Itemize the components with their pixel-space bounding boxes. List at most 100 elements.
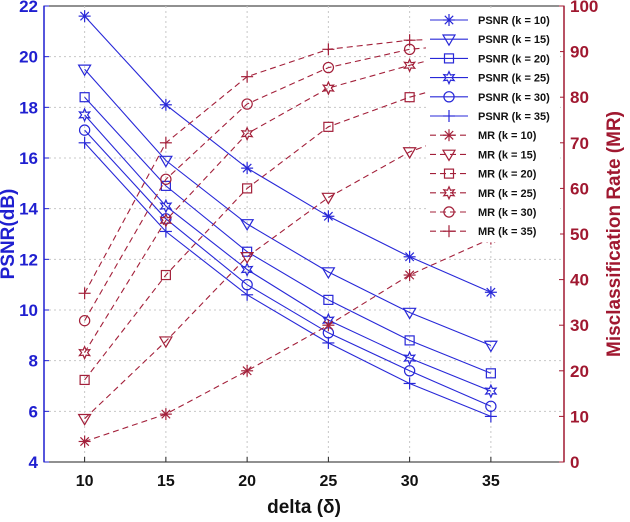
legend-item: PSNR (k = 30)	[430, 91, 550, 104]
data-point	[242, 183, 253, 194]
data-point	[403, 250, 416, 263]
y-tick-label-left: 6	[29, 402, 38, 421]
series-psnr-k-20-	[79, 92, 496, 379]
legend-item: MR (k = 25)	[430, 185, 537, 201]
data-point	[160, 269, 171, 281]
axes-layer: 4 6 8 10 12 14 16 18 20 22 0 10 20 30 40 50 60 70 80 90 100 1…	[19, 0, 598, 490]
legend-label: PSNR (k = 20)	[478, 53, 550, 65]
x-tick-label: 35	[482, 473, 500, 490]
x-axis-title: delta (δ)	[267, 497, 341, 518]
legend-item: MR (k = 10)	[430, 129, 537, 142]
x-tick-label: 10	[76, 473, 94, 490]
data-point	[241, 70, 254, 83]
y-tick-label-left: 14	[19, 200, 38, 219]
marker-square	[443, 168, 455, 179]
data-point	[484, 383, 498, 399]
y-tick-label-left: 12	[19, 250, 38, 269]
legend-label: MR (k = 20)	[478, 169, 537, 181]
data-point	[242, 246, 253, 257]
data-point	[158, 155, 173, 168]
y-tick-label-right: 100	[570, 0, 598, 16]
legend-item: PSNR (k = 25)	[430, 70, 550, 86]
series-line	[84, 73, 492, 381]
data-point	[404, 335, 415, 346]
series-mr-k-35-	[78, 31, 497, 300]
series-psnr-k-35-	[78, 136, 497, 423]
data-point	[403, 377, 416, 390]
data-point	[322, 319, 335, 332]
legend-box	[426, 8, 560, 243]
y-tick-label-right: 0	[570, 453, 579, 472]
data-point	[160, 173, 172, 185]
data-point	[77, 64, 92, 77]
y-tick-label-right: 80	[570, 88, 589, 107]
data-point	[403, 269, 416, 282]
marker-circle	[443, 91, 455, 103]
data-point	[321, 267, 336, 280]
legend-label: PSNR (k = 15)	[478, 34, 550, 46]
data-point	[78, 136, 91, 149]
y-tick-label-right: 30	[570, 316, 589, 335]
series-line	[84, 114, 492, 392]
legend-label: PSNR (k = 25)	[478, 73, 550, 85]
data-point	[78, 10, 91, 23]
data-point	[77, 413, 92, 426]
data-point	[79, 374, 90, 386]
data-point	[241, 162, 254, 175]
marker-circle	[443, 206, 455, 218]
data-point	[484, 410, 497, 423]
legend-item: MR (k = 20)	[430, 168, 537, 181]
legend: PSNR (k = 10) PSNR (k = 15) PSNR (k = 20) P…	[426, 8, 560, 243]
data-point	[321, 80, 335, 96]
series-psnr-k-15-	[77, 64, 498, 353]
series-line	[84, 96, 492, 374]
data-point	[402, 147, 417, 160]
data-point	[79, 92, 90, 103]
data-point	[322, 61, 335, 74]
series-mr-k-10-	[78, 232, 497, 448]
legend-label: MR (k = 15)	[478, 149, 537, 161]
data-point	[159, 198, 173, 214]
y-tick-label-right: 50	[570, 225, 589, 244]
x-tick-label: 20	[238, 473, 256, 490]
y-tick-label-left: 20	[19, 48, 38, 67]
series-line	[84, 129, 492, 407]
legend-item: PSNR (k = 35)	[430, 110, 550, 123]
y-tick-label-right: 40	[570, 271, 589, 290]
legend-label: MR (k = 30)	[478, 207, 537, 219]
data-point	[403, 350, 417, 366]
data-point	[404, 92, 415, 103]
data-point	[323, 294, 334, 305]
marker-triangle-down	[441, 149, 457, 162]
data-point	[159, 212, 173, 228]
data-point	[322, 336, 335, 349]
marker-star	[442, 185, 456, 201]
marker-plus	[443, 110, 455, 122]
data-point	[159, 408, 172, 421]
x-tick-label: 15	[157, 473, 175, 490]
y-tick-label-right: 70	[570, 134, 589, 153]
series-line	[84, 15, 492, 293]
data-point	[78, 345, 92, 361]
x-tick-label: 30	[401, 473, 419, 490]
data-point	[323, 121, 334, 132]
y-tick-label-right: 60	[570, 179, 589, 198]
marker-asterisk	[443, 129, 455, 142]
series-line	[84, 68, 492, 347]
data-point	[322, 210, 335, 223]
data-point	[403, 34, 416, 47]
data-point	[78, 107, 92, 123]
data-point	[240, 219, 255, 232]
data-point	[78, 124, 91, 136]
y-tick-label-right: 90	[570, 43, 589, 62]
data-point	[78, 314, 91, 327]
y-tick-label-left: 16	[19, 149, 38, 168]
data-point	[484, 286, 497, 299]
data-point	[78, 435, 91, 448]
data-point	[241, 288, 254, 301]
data-point	[402, 307, 417, 320]
marker-asterisk	[443, 14, 455, 26]
y-tick-label-left: 18	[19, 98, 38, 117]
data-point	[240, 126, 254, 142]
